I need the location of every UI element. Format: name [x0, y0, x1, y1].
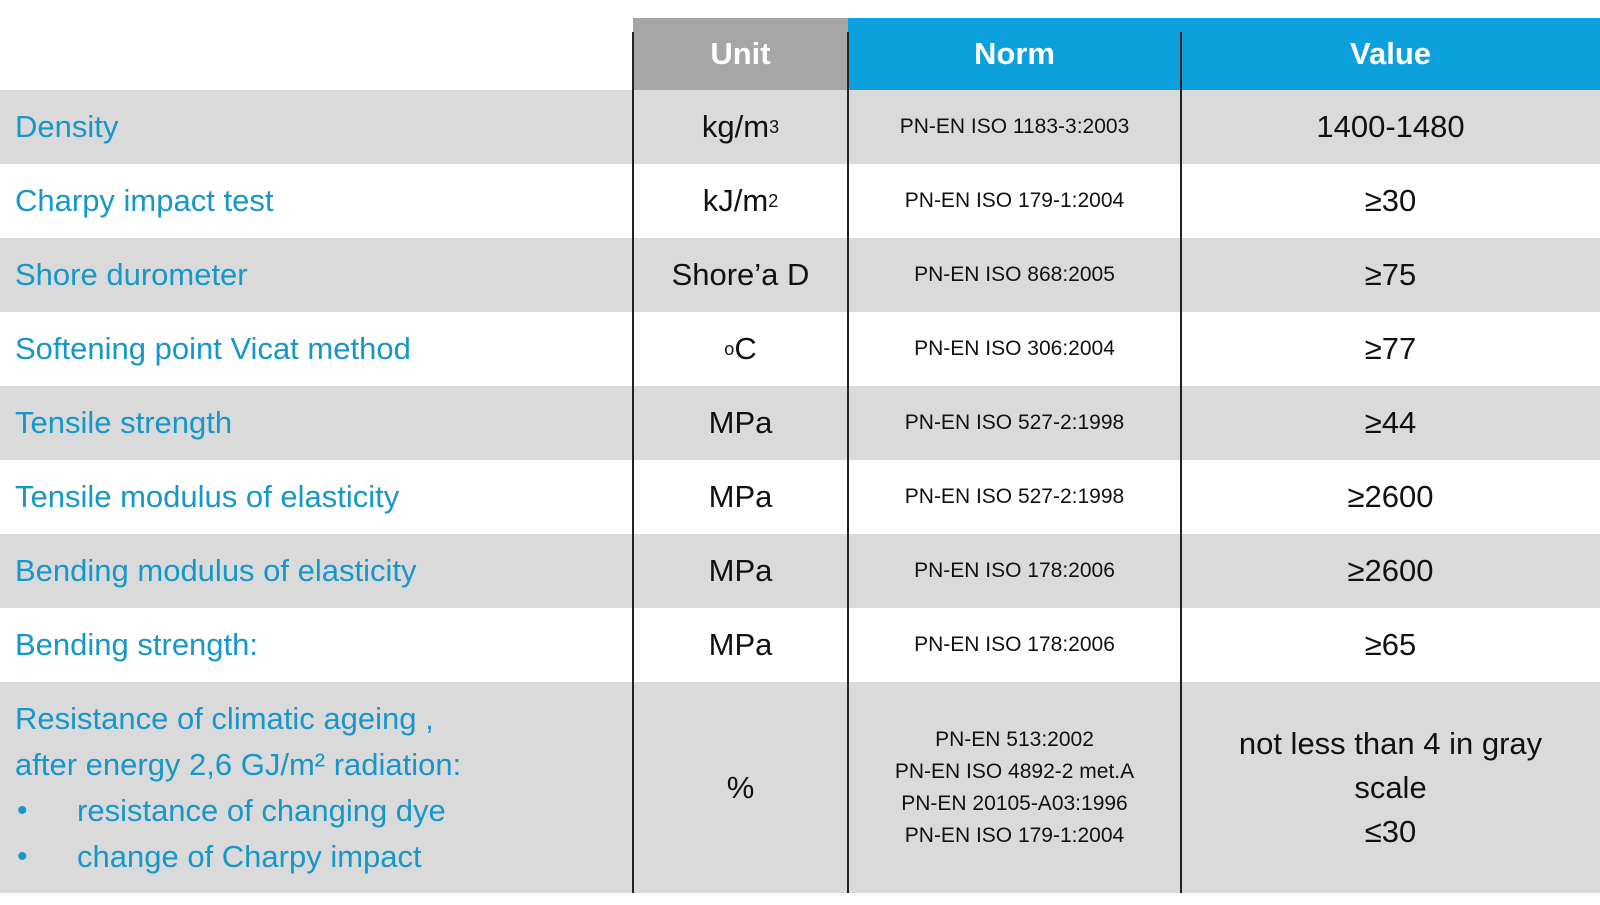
- norm-cell: PN-EN ISO 306:2004: [914, 337, 1115, 360]
- norm-cell: PN-EN ISO 527-2:1998: [904, 485, 1125, 508]
- property-label: Bending modulus of elasticity: [15, 553, 417, 588]
- table-row: Tensile modulus of elasticity MPa PN-EN …: [0, 460, 1600, 534]
- norm-cell: PN-EN ISO 1183-3:2003: [899, 115, 1130, 138]
- header-norm-label: Norm: [974, 36, 1055, 71]
- property-label: Bending strength:: [15, 627, 259, 662]
- unit-cell: MPa: [708, 479, 773, 514]
- value-cell: ≥75: [1364, 257, 1417, 292]
- unit-cell: MPa: [708, 553, 773, 588]
- unit-cell: kJ/m 2: [702, 183, 779, 218]
- property-label: Tensile strength: [15, 405, 233, 440]
- bullet-item: • resistance of changing dye: [15, 788, 446, 834]
- unit-cell: Shore’a D: [671, 257, 810, 292]
- label-line: Resistance of climatic ageing ,: [15, 700, 434, 736]
- property-label: Softening point Vicat method: [15, 331, 411, 366]
- unit-cell: %: [726, 769, 755, 805]
- table-row: Density kg/m 3 PN-EN ISO 1183-3:2003 1400…: [0, 90, 1600, 164]
- value-cell: ≥2600: [1347, 553, 1434, 588]
- unit-cell: MPa: [708, 405, 773, 440]
- unit-text: C: [734, 331, 757, 366]
- property-label: Shore durometer: [15, 257, 248, 292]
- column-divider: [1180, 32, 1182, 893]
- header-unit: Unit: [633, 18, 848, 90]
- norm-cell: PN-EN ISO 868:2005: [914, 263, 1115, 286]
- bullet-icon: •: [17, 793, 28, 827]
- table-row: Shore durometer Shore’a D PN-EN ISO 868:…: [0, 238, 1600, 312]
- column-divider: [632, 32, 634, 893]
- value-line: ≤30: [1364, 813, 1417, 849]
- norm-line: PN-EN 20105-A03:1996: [901, 791, 1128, 815]
- unit-cell: kg/m 3: [701, 109, 780, 144]
- table-row: Charpy impact test kJ/m 2 PN-EN ISO 179-1…: [0, 164, 1600, 238]
- value-cell-multiline: not less than 4 in gray scale ≤30: [1181, 682, 1600, 893]
- norm-cell: PN-EN ISO 179-1:2004: [904, 189, 1125, 212]
- label-line: after energy 2,6 GJ/m² radiation:: [15, 746, 462, 782]
- header-unit-label: Unit: [710, 36, 771, 71]
- unit-text: kJ/m: [702, 183, 769, 218]
- column-divider: [847, 32, 849, 893]
- value-cell: ≥65: [1364, 627, 1417, 662]
- value-line: scale: [1354, 769, 1427, 805]
- property-label: Density: [15, 109, 119, 144]
- norm-cell: PN-EN ISO 178:2006: [914, 559, 1115, 582]
- header-value: Value: [1181, 18, 1600, 90]
- value-line: not less than 4 in gray: [1238, 725, 1543, 761]
- bullet-item: • change of Charpy impact: [15, 834, 422, 880]
- value-cell: ≥44: [1364, 405, 1417, 440]
- norm-cell: PN-EN ISO 527-2:1998: [904, 411, 1125, 434]
- property-label: Tensile modulus of elasticity: [15, 479, 400, 514]
- unit-text: kg/m: [701, 109, 770, 144]
- norm-cell: PN-EN ISO 178:2006: [914, 633, 1115, 656]
- norm-line: PN-EN ISO 4892-2 met.A: [894, 759, 1135, 783]
- bullet-text: resistance of changing dye: [77, 792, 446, 828]
- table-row: Bending modulus of elasticity MPa PN-EN …: [0, 534, 1600, 608]
- property-label-multiline: Resistance of climatic ageing , after en…: [0, 682, 633, 893]
- table-row: Tensile strength MPa PN-EN ISO 527-2:199…: [0, 386, 1600, 460]
- norm-line: PN-EN ISO 179-1:2004: [904, 823, 1125, 847]
- property-label: Charpy impact test: [15, 183, 274, 218]
- table-row-climatic-ageing: Resistance of climatic ageing , after en…: [0, 682, 1600, 893]
- value-cell: ≥77: [1364, 331, 1417, 366]
- value-cell: ≥30: [1364, 183, 1417, 218]
- header-norm: Norm: [848, 18, 1181, 90]
- norm-line: PN-EN 513:2002: [935, 727, 1094, 751]
- value-cell: 1400-1480: [1316, 109, 1465, 144]
- bullet-icon: •: [17, 839, 28, 873]
- header-value-label: Value: [1350, 36, 1431, 71]
- value-cell: ≥2600: [1347, 479, 1434, 514]
- norm-cell-multiline: PN-EN 513:2002 PN-EN ISO 4892-2 met.A PN…: [848, 682, 1181, 893]
- bullet-text: change of Charpy impact: [77, 838, 422, 874]
- table-row: Bending strength: MPa PN-EN ISO 178:2006…: [0, 608, 1600, 682]
- unit-cell: MPa: [708, 627, 773, 662]
